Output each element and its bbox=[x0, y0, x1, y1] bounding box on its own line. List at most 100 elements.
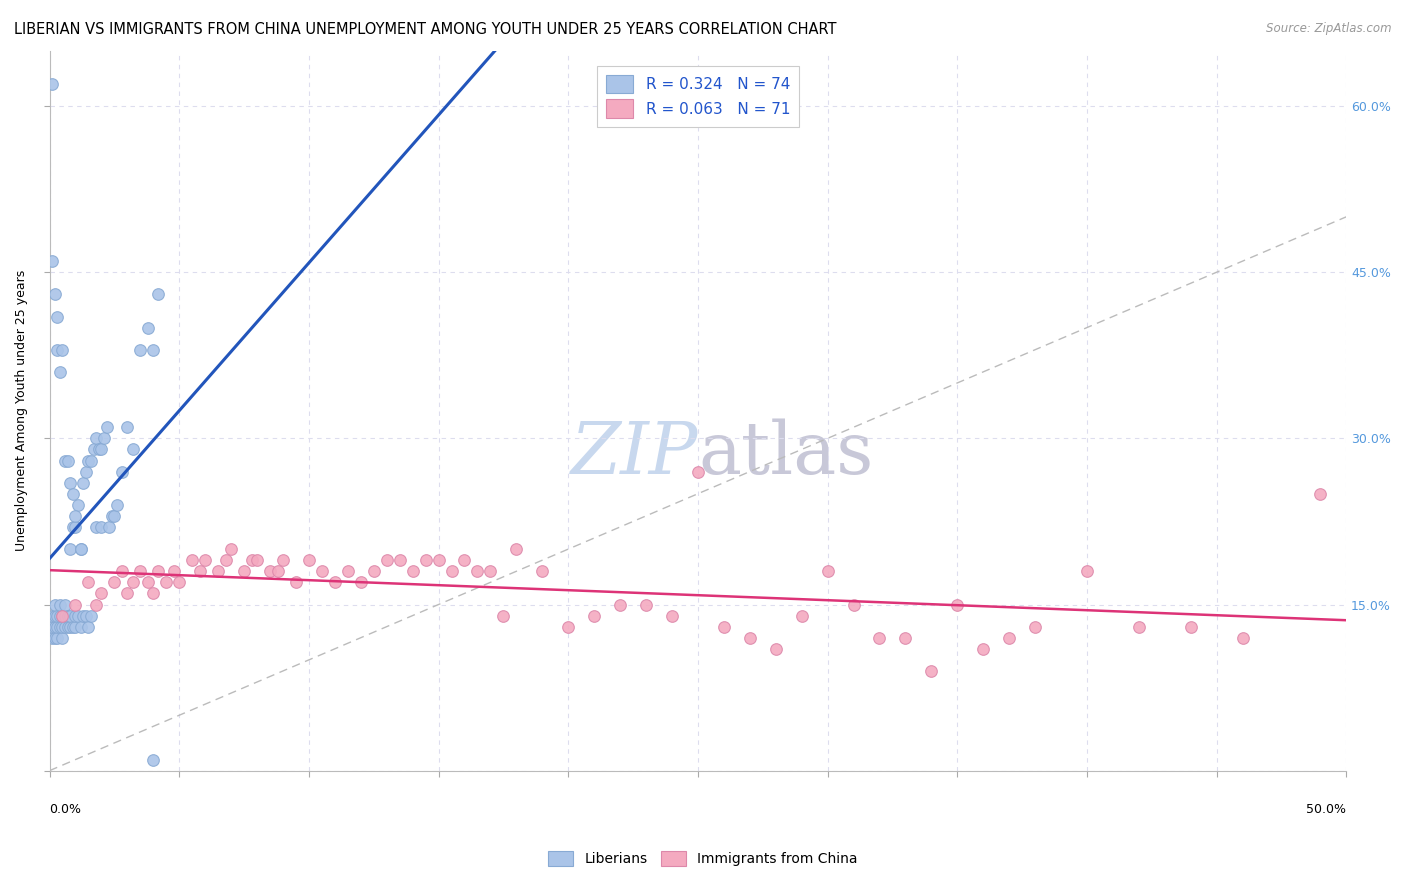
Point bbox=[505, 542, 527, 557]
Point bbox=[415, 553, 437, 567]
Point bbox=[129, 564, 152, 578]
Point bbox=[56, 608, 79, 623]
Point bbox=[453, 553, 475, 567]
Point bbox=[121, 442, 143, 457]
Point bbox=[46, 608, 69, 623]
Point bbox=[713, 620, 735, 634]
Point bbox=[46, 343, 69, 357]
Point bbox=[69, 542, 91, 557]
Point bbox=[142, 586, 165, 600]
Point bbox=[77, 453, 100, 467]
Point bbox=[148, 287, 170, 301]
Point bbox=[375, 553, 398, 567]
Point bbox=[72, 475, 94, 490]
Point bbox=[267, 564, 290, 578]
Point bbox=[65, 598, 87, 612]
Point bbox=[271, 553, 294, 567]
Point bbox=[363, 564, 385, 578]
Point bbox=[388, 553, 411, 567]
Point bbox=[284, 575, 307, 590]
Point bbox=[103, 575, 125, 590]
Point bbox=[894, 631, 917, 645]
Point bbox=[103, 508, 125, 523]
Point bbox=[765, 641, 787, 656]
Point bbox=[121, 575, 143, 590]
Point bbox=[531, 564, 554, 578]
Point bbox=[427, 553, 450, 567]
Point bbox=[111, 564, 134, 578]
Point bbox=[93, 431, 115, 445]
Point bbox=[181, 553, 204, 567]
Point bbox=[62, 620, 84, 634]
Point bbox=[41, 631, 63, 645]
Point bbox=[105, 498, 128, 512]
Point bbox=[59, 620, 82, 634]
Point bbox=[53, 453, 76, 467]
Point bbox=[49, 620, 72, 634]
Point bbox=[155, 575, 177, 590]
Point bbox=[44, 598, 66, 612]
Point bbox=[67, 608, 90, 623]
Point bbox=[51, 620, 73, 634]
Point bbox=[77, 575, 100, 590]
Point bbox=[75, 465, 97, 479]
Point bbox=[80, 453, 103, 467]
Point bbox=[842, 598, 865, 612]
Point bbox=[65, 520, 87, 534]
Point bbox=[46, 631, 69, 645]
Point bbox=[142, 343, 165, 357]
Point bbox=[90, 586, 112, 600]
Point bbox=[59, 608, 82, 623]
Point bbox=[1024, 620, 1046, 634]
Point bbox=[46, 620, 69, 634]
Point bbox=[90, 442, 112, 457]
Point bbox=[817, 564, 839, 578]
Point bbox=[56, 453, 79, 467]
Point bbox=[49, 365, 72, 379]
Text: 0.0%: 0.0% bbox=[49, 803, 82, 816]
Legend: R = 0.324   N = 74, R = 0.063   N = 71: R = 0.324 N = 74, R = 0.063 N = 71 bbox=[596, 65, 799, 128]
Point bbox=[167, 575, 190, 590]
Point bbox=[96, 420, 118, 434]
Point bbox=[84, 431, 107, 445]
Y-axis label: Unemployment Among Youth under 25 years: Unemployment Among Youth under 25 years bbox=[15, 270, 28, 551]
Point bbox=[401, 564, 423, 578]
Point bbox=[1232, 631, 1254, 645]
Point bbox=[492, 608, 515, 623]
Point bbox=[65, 508, 87, 523]
Point bbox=[72, 608, 94, 623]
Point bbox=[661, 608, 683, 623]
Point bbox=[1076, 564, 1098, 578]
Point bbox=[41, 77, 63, 91]
Point bbox=[69, 620, 91, 634]
Point bbox=[219, 542, 242, 557]
Point bbox=[111, 465, 134, 479]
Point bbox=[44, 631, 66, 645]
Point bbox=[51, 343, 73, 357]
Point bbox=[87, 442, 110, 457]
Point bbox=[686, 465, 709, 479]
Point bbox=[49, 608, 72, 623]
Point bbox=[215, 553, 238, 567]
Point bbox=[634, 598, 657, 612]
Point bbox=[479, 564, 502, 578]
Point bbox=[98, 520, 121, 534]
Point bbox=[1180, 620, 1202, 634]
Point bbox=[53, 620, 76, 634]
Point bbox=[188, 564, 211, 578]
Point bbox=[100, 508, 122, 523]
Point bbox=[49, 598, 72, 612]
Point bbox=[59, 475, 82, 490]
Point bbox=[148, 564, 170, 578]
Point bbox=[51, 608, 73, 623]
Point bbox=[246, 553, 269, 567]
Point bbox=[557, 620, 579, 634]
Point bbox=[41, 620, 63, 634]
Point bbox=[240, 553, 263, 567]
Point bbox=[59, 542, 82, 557]
Point bbox=[142, 753, 165, 767]
Point bbox=[90, 520, 112, 534]
Point bbox=[868, 631, 890, 645]
Point bbox=[65, 620, 87, 634]
Point bbox=[117, 420, 139, 434]
